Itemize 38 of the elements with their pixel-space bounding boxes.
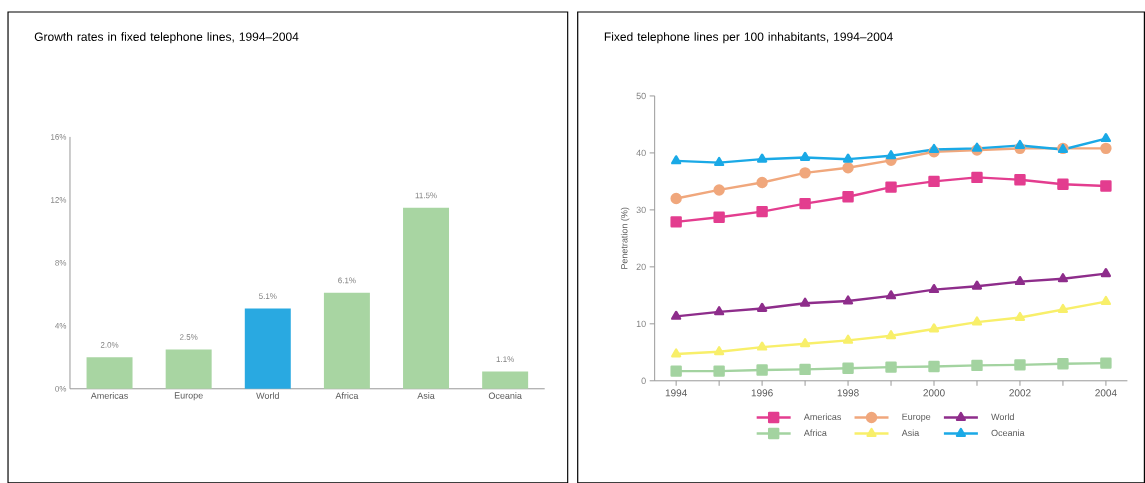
x-tick-label: 1996	[751, 389, 773, 397]
x-tick-label: 2002	[1009, 389, 1031, 397]
legend-label: Europe	[902, 413, 931, 422]
x-tick-label: World	[256, 392, 279, 399]
legend-label: Asia	[901, 429, 920, 436]
data-label: 2.5%	[179, 334, 198, 340]
y-tick-label: 8%	[55, 259, 67, 266]
x-tick-label: Oceania	[488, 392, 522, 399]
data-label: 6.1%	[338, 277, 356, 284]
y-axis-title: Penetration (%)	[620, 207, 630, 269]
y-tick-label: 0%	[55, 385, 67, 392]
legend-label: Oceania	[991, 429, 1025, 436]
chart-title: Growth rates in fixed telephone lines, 1994–2004	[34, 32, 299, 44]
y-tick-label: 16%	[51, 133, 67, 140]
y-tick-label: 40	[636, 149, 646, 156]
y-tick-label: 0	[641, 377, 646, 384]
x-tick-label: Americas	[90, 392, 128, 399]
y-tick-label: 12%	[51, 196, 67, 203]
legend-label: Africa	[803, 429, 827, 436]
data-label: 11.5%	[415, 192, 437, 199]
y-tick-label: 10	[636, 320, 646, 327]
x-tick-label: 2000	[923, 389, 945, 397]
legend-label: Americas	[803, 413, 842, 420]
y-tick-label: 4%	[55, 322, 67, 329]
x-tick-label: 1994	[665, 389, 687, 397]
data-label: 2.0%	[100, 341, 119, 348]
x-tick-label: 1998	[837, 389, 859, 397]
y-tick-label: 50	[636, 92, 646, 99]
x-tick-label: Europe	[174, 392, 203, 401]
x-tick-label: Asia	[417, 392, 435, 399]
data-label: 1.1%	[496, 356, 514, 362]
data-label: 5.1%	[258, 293, 277, 299]
x-tick-label: Africa	[335, 392, 359, 399]
chart-title: Fixed telephone lines per 100 inhabitants, 1994–2004	[604, 32, 893, 44]
x-tick-label: 2004	[1095, 389, 1117, 397]
legend-label: World	[991, 413, 1014, 420]
y-tick-label: 30	[636, 206, 646, 213]
y-tick-label: 20	[636, 263, 646, 270]
